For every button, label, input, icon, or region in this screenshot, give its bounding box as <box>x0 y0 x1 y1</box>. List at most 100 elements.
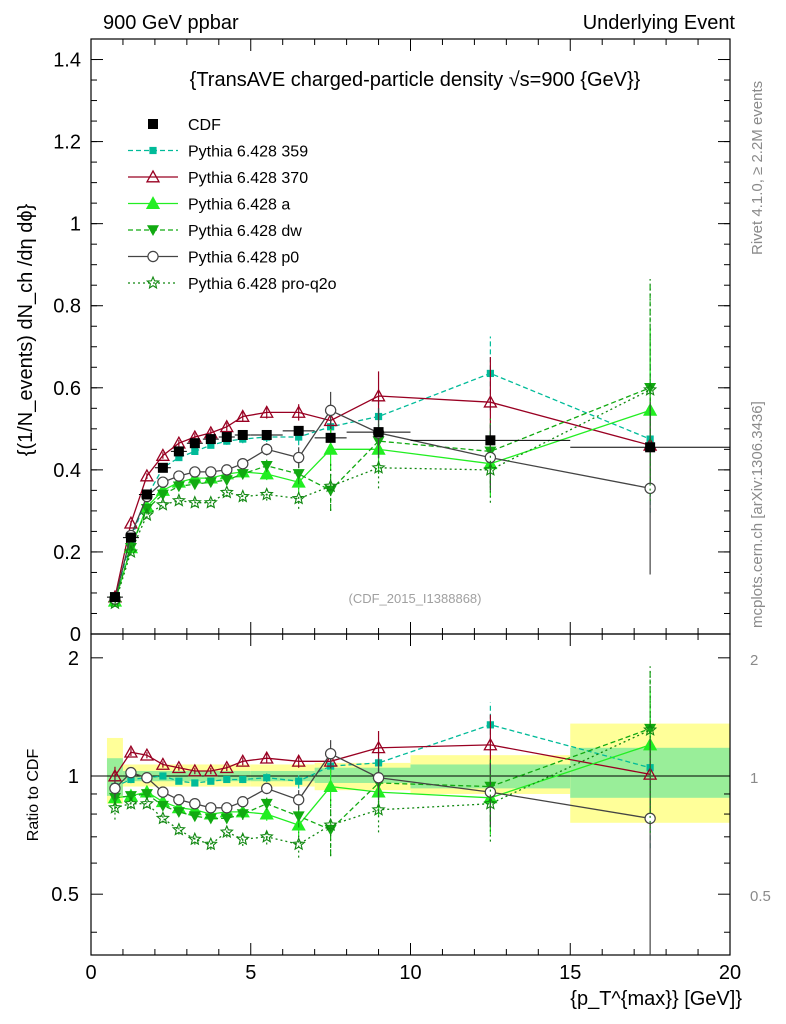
legend-item: Pythia 6.428 p0 <box>128 250 299 267</box>
series-5 <box>107 279 658 610</box>
ratio-point <box>172 807 185 818</box>
main-y-tick-label: 0.4 <box>53 460 81 482</box>
data-point <box>187 495 202 509</box>
data-point <box>139 468 155 482</box>
ratio-point <box>291 753 306 767</box>
data-point <box>205 466 217 478</box>
ratio-point <box>203 836 218 851</box>
ratio-point <box>259 806 274 820</box>
legend-label: Pythia 6.428 370 <box>188 170 308 187</box>
ratio-y-tick-label-right: 2 <box>750 652 758 669</box>
ratio-point <box>125 766 137 779</box>
ratio-point <box>292 794 305 806</box>
ratio-point <box>371 740 386 754</box>
legend: CDF Pythia 6.428 359 Pythia 6.428 370 Pythi… <box>128 117 337 293</box>
ratio-point <box>219 760 234 774</box>
x-axis-label: {p_T^{max}} [GeV]} <box>570 988 742 1010</box>
ratio-point <box>235 831 250 846</box>
ratio-point <box>644 812 656 825</box>
ratio-point <box>157 786 169 798</box>
ratio-point <box>204 813 217 825</box>
data-point <box>219 484 234 499</box>
data-point <box>259 466 274 480</box>
legend-item: Pythia 6.428 pro-q2o <box>128 275 337 293</box>
ratio-point <box>123 744 139 758</box>
data-point <box>292 451 305 464</box>
ratio-point <box>175 777 183 785</box>
data-point <box>123 515 139 529</box>
cdf-point <box>645 442 656 453</box>
data-point <box>172 481 185 493</box>
x-tick-label: 0 <box>85 962 96 984</box>
ratio-point <box>171 822 186 836</box>
main-y-tick-label: 1 <box>70 214 81 236</box>
data-point <box>371 460 386 474</box>
main-y-tick-label: 0.8 <box>53 296 81 318</box>
ratio-y-tick-label-right: 0.5 <box>750 888 771 905</box>
rivet-label: Rivet 4.1.0, ≥ 2.2M events <box>749 81 766 255</box>
ratio-point <box>171 760 186 774</box>
ratio-point <box>173 794 185 806</box>
ratio-point <box>263 774 271 782</box>
data-point <box>237 458 249 470</box>
legend-marker <box>149 146 157 155</box>
cdf-point <box>109 592 120 603</box>
ratio-point <box>220 813 233 825</box>
main-y-tick-label: 0 <box>70 624 81 646</box>
chart-title: {TransAVE charged-particle density √s=90… <box>190 69 641 91</box>
data-point <box>203 495 218 509</box>
data-point <box>157 476 169 488</box>
series-4 <box>109 391 656 605</box>
data-point <box>291 405 306 418</box>
series-line <box>114 387 651 602</box>
data-point <box>204 477 217 489</box>
ratio-point <box>107 800 123 814</box>
data-point <box>324 404 337 417</box>
cdf-point <box>373 427 384 438</box>
legend-label: Pythia 6.428 p0 <box>188 250 299 267</box>
cdf-point <box>125 532 136 543</box>
ratio-point <box>643 722 658 736</box>
ratio-y-tick-label-right: 1 <box>750 770 758 787</box>
ratio-point <box>223 775 231 784</box>
ratio-point <box>207 777 215 785</box>
legend-item: Pythia 6.428 dw <box>128 223 302 240</box>
data-point <box>235 409 250 422</box>
data-point <box>483 394 498 408</box>
legend-marker <box>145 196 161 209</box>
ratio-point <box>261 782 273 795</box>
data-point <box>259 487 274 501</box>
ratio-point <box>205 802 217 814</box>
ratio-point <box>139 747 155 761</box>
data-point <box>323 442 338 455</box>
mcplots-label: mcplots.cern.ch [arXiv:1306.3436] <box>749 401 766 628</box>
ratio-series-5 <box>107 666 658 858</box>
data-point <box>323 478 338 493</box>
main-frame <box>90 38 731 635</box>
ratio-point <box>155 757 170 770</box>
main-y-tick-label: 0.2 <box>53 542 81 564</box>
cdf-point <box>237 429 248 440</box>
x-tick-label: 10 <box>399 962 421 984</box>
ratio-line <box>114 728 651 831</box>
legend-item: Pythia 6.428 370 <box>128 169 308 187</box>
ratio-y-tick-label: 1 <box>68 766 79 788</box>
data-point <box>188 479 201 491</box>
legend-label: Pythia 6.428 a <box>188 197 290 214</box>
ratio-y-tick-label: 0.5 <box>51 884 79 906</box>
legend-marker <box>147 225 159 236</box>
data-point <box>261 443 273 456</box>
cdf-point <box>157 462 168 473</box>
ratio-point <box>235 753 250 767</box>
main-y-tick-label: 0.6 <box>53 378 81 400</box>
legend-item: Pythia 6.428 a <box>128 196 290 214</box>
ratio-point <box>187 763 202 777</box>
data-point <box>189 466 201 478</box>
legend-marker <box>148 119 158 129</box>
legend-marker <box>147 250 159 263</box>
ratio-point <box>371 802 386 816</box>
cdf-point <box>189 438 200 449</box>
ratio-point <box>109 782 121 795</box>
data-point <box>123 544 138 558</box>
ratio-point <box>323 817 338 832</box>
